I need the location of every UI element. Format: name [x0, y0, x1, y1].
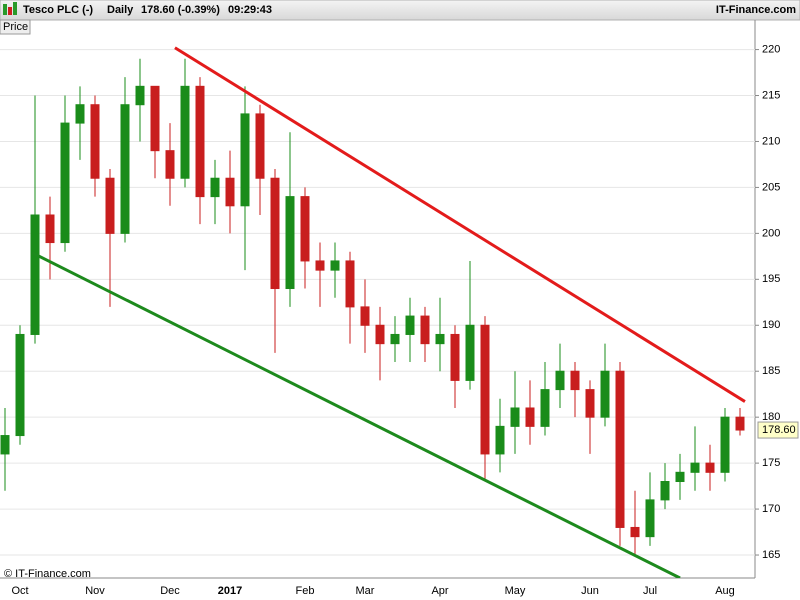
candle-body: [135, 85, 145, 106]
candle-body: [585, 389, 595, 418]
candle-body: [660, 481, 670, 501]
trendline: [31, 251, 681, 578]
y-tick-label: 180: [762, 411, 780, 423]
x-tick-label: 2017: [218, 585, 242, 597]
candle-body: [210, 177, 220, 198]
candle-body: [405, 315, 415, 335]
trendline: [174, 46, 746, 403]
y-tick-label: 215: [762, 89, 780, 101]
y-tick-label: 220: [762, 43, 780, 55]
x-tick-label: Mar: [356, 585, 375, 597]
candle-body: [630, 526, 640, 538]
icon: [3, 4, 7, 15]
y-tick-label: 200: [762, 227, 780, 239]
header-bar: Tesco PLC (-) Daily 178.60 (-0.39%) 09:2…: [0, 0, 800, 21]
y-tick-label: 185: [762, 365, 780, 377]
y-tick-label: 210: [762, 135, 780, 147]
quote: 178.60 (-0.39%): [141, 4, 220, 16]
candle-body: [105, 177, 115, 234]
candle-body: [165, 150, 175, 179]
icon: [13, 2, 17, 15]
candle-body: [225, 177, 235, 207]
candle-body: [15, 333, 25, 437]
candle-body: [480, 324, 490, 455]
y-tick-label: 205: [762, 181, 780, 193]
brand: IT-Finance.com: [716, 4, 796, 16]
candle-body: [570, 370, 580, 391]
candle-body: [525, 407, 535, 427]
price-tab: [0, 19, 31, 35]
candle-body: [510, 407, 520, 427]
copyright: © IT-Finance.com: [4, 568, 91, 580]
candle-body: [495, 425, 505, 455]
candle-body: [735, 416, 745, 431]
last-price-label: 178.60: [762, 424, 796, 436]
candle-body: [0, 435, 10, 455]
y-tick-label: 195: [762, 273, 780, 285]
candle-body: [120, 104, 130, 234]
candle-body: [555, 370, 565, 391]
candle-body: [195, 85, 205, 198]
candle-body: [60, 122, 70, 244]
y-tick-label: 175: [762, 457, 780, 469]
candle-body: [465, 324, 475, 381]
candle-body: [615, 370, 625, 528]
y-tick-label: 170: [762, 503, 780, 515]
candle-body: [330, 260, 340, 271]
candle-body: [345, 260, 355, 308]
header-bg: [0, 0, 800, 21]
time: 09:29:43: [228, 4, 272, 16]
x-tick-label: Jun: [581, 585, 599, 597]
candle-body: [285, 196, 295, 290]
y-label: Price: [3, 21, 28, 33]
grid: [0, 49, 755, 556]
candle-body: [645, 499, 655, 538]
x-tick-label: Dec: [160, 585, 180, 597]
x-tick-label: May: [505, 585, 526, 597]
candle-body: [720, 416, 730, 473]
candle-body: [30, 214, 40, 335]
candle-body: [435, 333, 445, 345]
candle-body: [675, 471, 685, 483]
candle-body: [255, 113, 265, 179]
candle-body: [600, 370, 610, 418]
candle-body: [390, 333, 400, 345]
x-tick-label: Apr: [431, 585, 448, 597]
candle-body: [270, 177, 280, 290]
candle-body: [705, 462, 715, 473]
icon: [8, 7, 12, 15]
x-tick-label: Nov: [85, 585, 105, 597]
y-tick-label: 165: [762, 549, 780, 561]
x-tick-label: Oct: [11, 585, 28, 597]
candle-body: [300, 196, 310, 262]
candle-body: [420, 315, 430, 345]
candle-body: [315, 260, 325, 271]
candle-body: [540, 389, 550, 427]
candle-body: [450, 333, 460, 381]
period: Daily: [107, 4, 134, 16]
candle-body: [240, 113, 250, 207]
title: Tesco PLC (-): [23, 4, 93, 16]
candle-body: [90, 104, 100, 179]
x-tick-label: Jul: [643, 585, 657, 597]
x-tick-label: Feb: [296, 585, 315, 597]
x-tick-label: Aug: [715, 585, 735, 597]
candle-body: [375, 324, 385, 345]
y-tick-label: 190: [762, 319, 780, 331]
last-price-box: [757, 421, 799, 439]
candle-body: [45, 214, 55, 244]
plot-area: [0, 46, 746, 578]
candle-body: [180, 85, 190, 179]
candle-body: [360, 306, 370, 326]
candle-body: [150, 85, 160, 152]
candle-body: [75, 104, 85, 124]
candle-body: [690, 462, 700, 473]
